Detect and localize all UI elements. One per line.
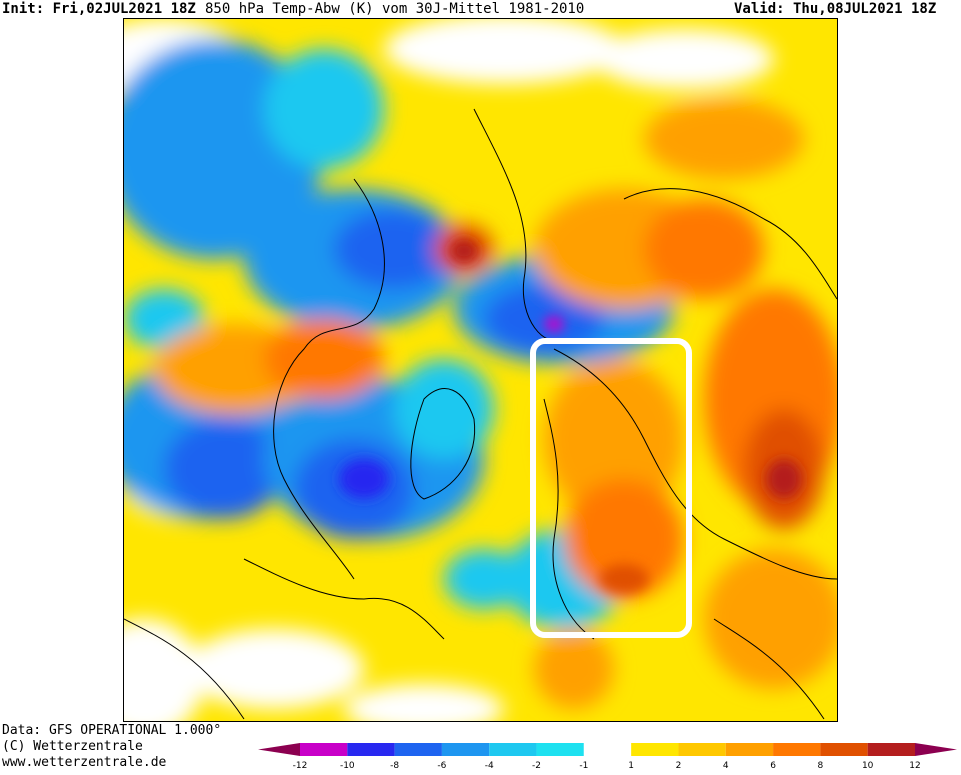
legend-tick-label: 10 <box>862 761 874 771</box>
data-source-label: Data: GFS OPERATIONAL 1.000° <box>2 723 222 738</box>
website-label: www.wetterzentrale.de <box>2 755 167 770</box>
legend-tick-label: -4 <box>485 761 494 771</box>
anomaly-fields <box>124 19 837 721</box>
highlight-box <box>530 338 692 638</box>
legend-color-segment <box>536 743 584 756</box>
legend-tick-label: 6 <box>770 761 776 771</box>
temperature-anomaly-map <box>123 18 838 722</box>
legend-bar: -12 -10 -8 -6 -4 -2 -1 1 2 4 6 8 10 12 <box>258 743 957 771</box>
map-canvas <box>124 19 837 721</box>
legend-color-segment <box>773 743 821 756</box>
legend-tick-label: -6 <box>437 761 446 771</box>
legend-color-segment <box>583 743 632 756</box>
legend-color-segment <box>394 743 442 756</box>
legend-arrow-high <box>915 743 957 756</box>
valid-time-label: Valid: Thu,08JUL2021 18Z <box>734 1 937 17</box>
coastlines <box>124 108 837 720</box>
legend-color-segment <box>441 743 490 756</box>
legend-tick-label: 1 <box>628 761 634 771</box>
legend-color-segment <box>347 743 395 756</box>
map-title: 850 hPa Temp-Abw (K) vom 30J-Mittel 1981… <box>205 1 585 17</box>
copyright-label: (C) Wetterzentrale <box>2 739 143 754</box>
legend-tick-label: 4 <box>723 761 729 771</box>
legend-color-segment <box>820 743 868 756</box>
init-time-label: Init: Fri,02JUL2021 18Z <box>2 1 196 17</box>
legend-tick-label: -2 <box>532 761 541 771</box>
legend-tick-label: 12 <box>909 761 920 771</box>
legend-tick-label: -10 <box>340 761 355 771</box>
legend-tick-label: -1 <box>579 761 588 771</box>
legend-color-segment <box>489 743 537 756</box>
legend-arrow-low <box>258 743 300 756</box>
legend-color-segment <box>631 743 679 756</box>
legend-color-segment <box>725 743 774 756</box>
legend-color-segment <box>678 743 726 756</box>
color-legend: -12 -10 -8 -6 -4 -2 -1 1 2 4 6 8 10 12 <box>255 740 960 771</box>
legend-color-segment <box>867 743 915 756</box>
anomaly-cores <box>339 239 802 594</box>
legend-tick-label: 8 <box>818 761 824 771</box>
legend-tick-label: 2 <box>676 761 682 771</box>
legend-tick-label: -12 <box>293 761 308 771</box>
legend-tick-label: -8 <box>390 761 399 771</box>
legend-color-segment <box>300 743 348 756</box>
